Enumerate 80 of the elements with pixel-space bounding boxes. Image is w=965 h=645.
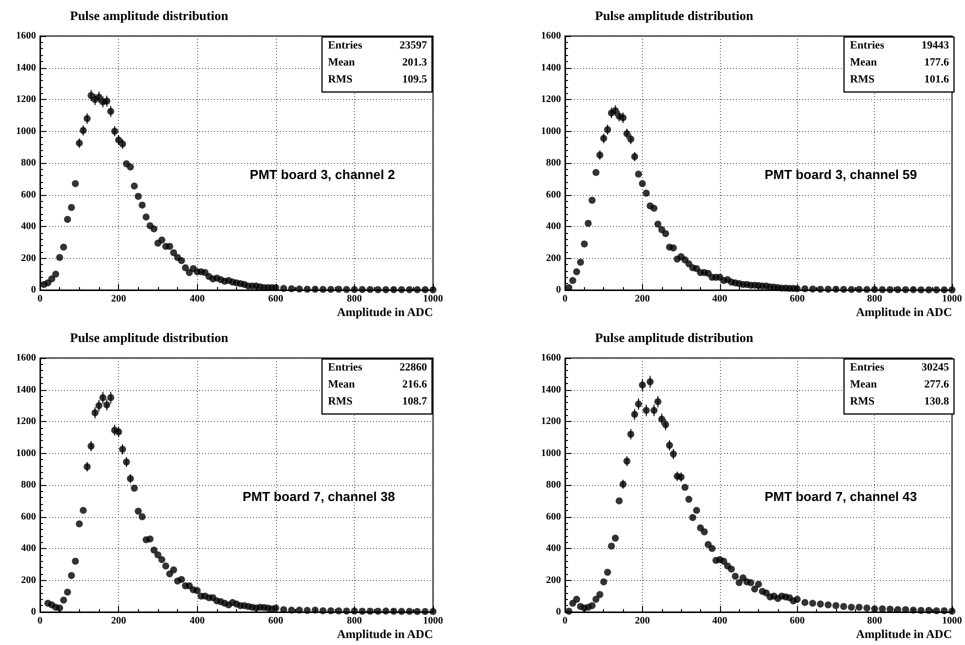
- y-tick-label: 400: [21, 221, 36, 232]
- text: RMS 130.8: [850, 396, 949, 408]
- y-tick-label: 600: [546, 189, 561, 200]
- y-tick-label: 1000: [16, 126, 36, 137]
- x-tick-label: 400: [712, 616, 728, 626]
- y-tick-label: 1200: [541, 416, 561, 427]
- x-tick-label: 800: [346, 294, 362, 304]
- y-tick-label: 400: [21, 543, 36, 554]
- text: Entries 19443: [850, 40, 949, 52]
- text: RMS 109.5: [328, 74, 427, 86]
- x-tick-label: 800: [867, 294, 882, 304]
- y-tick-label: 1600: [16, 352, 36, 364]
- y-tick-label: 200: [546, 574, 561, 586]
- x-axis-title: Amplitude in ADC: [856, 627, 952, 641]
- y-tick-label: 1200: [541, 94, 561, 105]
- annotation: PMT board 3, channel 2: [250, 167, 395, 182]
- x-axis-title: Amplitude in ADC: [336, 627, 433, 641]
- text: Mean 201.3: [328, 56, 427, 68]
- y-tick-label: 1400: [16, 62, 36, 74]
- x-axis-title: Amplitude in ADC: [336, 305, 433, 319]
- y-tick-label: 1000: [541, 126, 561, 137]
- y-tick-label: 1000: [541, 448, 561, 459]
- y-tick-label: 800: [546, 158, 561, 168]
- text: Mean 216.6: [328, 378, 427, 390]
- y-tick-label: 1200: [16, 416, 36, 427]
- y-tick-label: 200: [546, 252, 561, 264]
- text: Mean 177.6: [850, 56, 949, 68]
- x-tick-label: 600: [790, 294, 805, 304]
- y-tick-label: 800: [21, 480, 36, 490]
- y-tick-label: 1000: [16, 448, 36, 459]
- x-tick-label: 1000: [942, 616, 962, 626]
- x-tick-label: 400: [190, 294, 205, 304]
- x-tick-label: 600: [268, 616, 284, 626]
- x-tick-label: 400: [712, 294, 728, 304]
- chart-title: Pulse amplitude distribution: [70, 330, 229, 345]
- x-tick-label: 800: [867, 616, 882, 626]
- x-tick-label: 1000: [423, 616, 443, 626]
- y-tick-label: 0: [556, 284, 561, 296]
- y-tick-label: 400: [546, 221, 561, 232]
- y-tick-label: 1400: [541, 384, 561, 396]
- x-tick-label: 400: [190, 616, 205, 626]
- chart-title: Pulse amplitude distribution: [70, 8, 229, 23]
- y-tick-label: 400: [546, 543, 561, 554]
- y-tick-label: 600: [546, 511, 561, 522]
- x-tick-label: 1000: [942, 294, 962, 304]
- x-tick-label: 600: [790, 616, 805, 626]
- y-tick-label: 1600: [16, 30, 36, 42]
- y-tick-label: 1600: [541, 30, 561, 42]
- annotation: PMT board 7, channel 38: [242, 489, 395, 504]
- y-tick-label: 1200: [16, 94, 36, 105]
- annotation: PMT board 3, channel 59: [764, 167, 917, 182]
- chart-title: Pulse amplitude distribution: [595, 330, 754, 345]
- text: RMS 101.6: [850, 74, 949, 86]
- x-tick-label: 600: [268, 294, 284, 304]
- x-tick-label: 200: [634, 616, 650, 626]
- x-axis-title: Amplitude in ADC: [856, 305, 952, 319]
- text: RMS 108.7: [328, 396, 427, 408]
- y-tick-label: 800: [21, 158, 36, 168]
- y-tick-label: 200: [21, 252, 36, 264]
- y-tick-label: 1600: [541, 352, 561, 364]
- text: Entries 23597: [328, 40, 427, 52]
- y-tick-label: 0: [31, 606, 36, 618]
- x-tick-label: 1000: [423, 294, 443, 304]
- text: Entries 22860: [328, 362, 427, 374]
- y-tick-label: 1400: [16, 384, 36, 396]
- text: Mean 277.6: [850, 378, 949, 390]
- y-tick-label: 200: [21, 574, 36, 586]
- x-tick-label: 800: [346, 616, 362, 626]
- y-tick-label: 600: [21, 189, 36, 200]
- x-tick-label: 200: [111, 616, 126, 626]
- text: Entries 30245: [850, 362, 949, 374]
- x-tick-label: 200: [634, 294, 650, 304]
- y-tick-label: 600: [21, 511, 36, 522]
- x-tick-label: 200: [111, 294, 126, 304]
- chart-title: Pulse amplitude distribution: [595, 8, 754, 23]
- y-tick-label: 1400: [541, 62, 561, 74]
- y-tick-label: 0: [556, 606, 561, 618]
- y-tick-label: 800: [546, 480, 561, 490]
- y-tick-label: 0: [31, 284, 36, 296]
- annotation: PMT board 7, channel 43: [764, 489, 917, 504]
